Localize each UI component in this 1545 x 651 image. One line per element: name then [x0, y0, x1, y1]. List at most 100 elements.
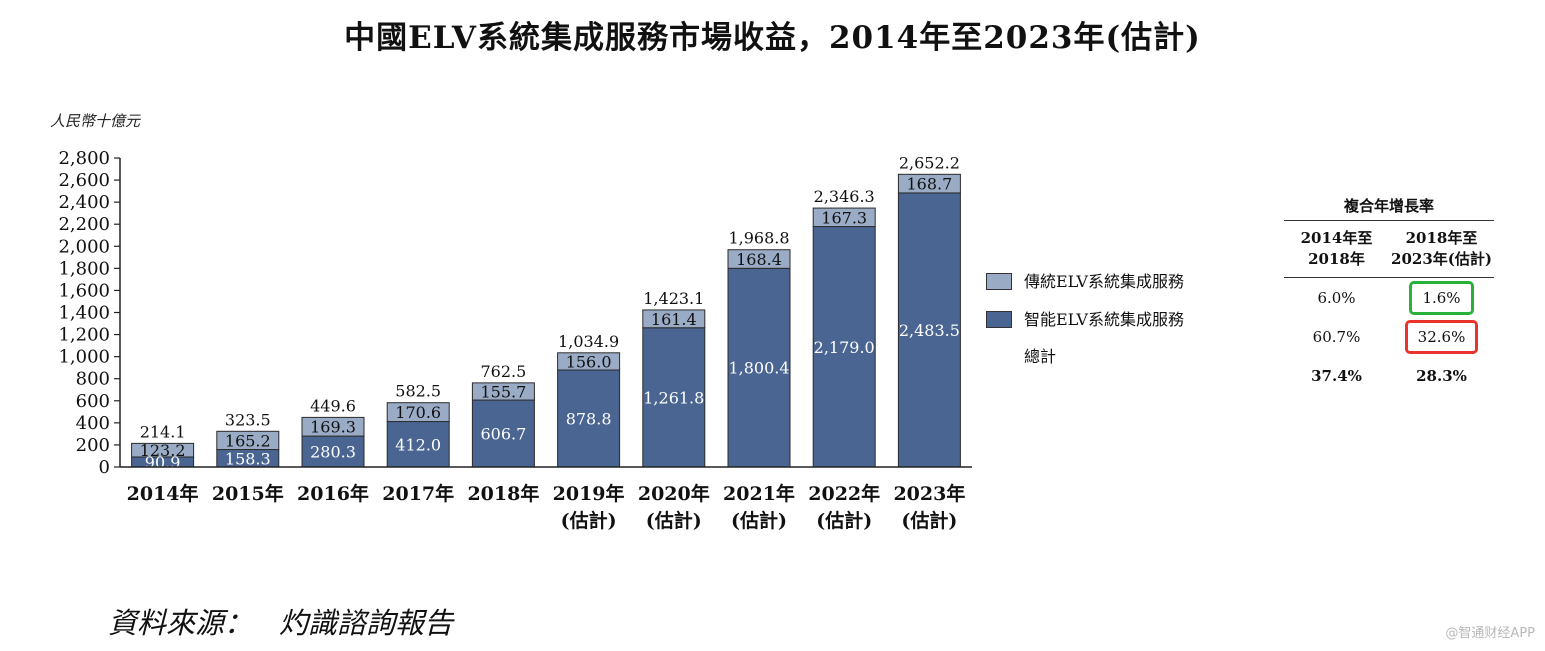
x-tick-label: 2018年 [467, 482, 539, 505]
data-label-traditional: 165.2 [225, 431, 271, 450]
x-tick-label-line: (估計) [901, 509, 957, 532]
data-label-smart: 1,261.8 [643, 388, 704, 407]
x-tick-label: 2020年 (估計) [638, 482, 710, 532]
data-label-traditional: 168.7 [906, 175, 952, 194]
data-label-total: 449.6 [310, 396, 356, 415]
data-label-smart: 1,800.4 [728, 359, 789, 378]
bar-smart [301, 435, 365, 468]
data-label-smart: 2,179.0 [814, 338, 875, 357]
y-tick-label: 0 [99, 457, 110, 478]
bar-traditional [812, 207, 876, 228]
x-tick-label-line: 2014年 [127, 482, 199, 505]
data-label-smart: 412.0 [395, 435, 441, 454]
cagr-highlight-red: 32.6% [1404, 319, 1479, 354]
data-label-total: 214.1 [140, 422, 186, 441]
y-tick-label: 2,800 [58, 148, 110, 169]
x-tick-label: 2016年 [297, 482, 369, 505]
y-tick-label: 200 [76, 435, 110, 456]
data-label-traditional: 123.2 [140, 441, 186, 460]
x-tick-label-line: 2020年 [638, 482, 710, 505]
cagr-cell: 37.4% [1311, 366, 1362, 385]
cagr-header-period-1: 2014年至 2018年 [1300, 229, 1373, 268]
bar-traditional [131, 442, 195, 458]
legend-swatch-traditional [986, 273, 1012, 290]
y-tick-label: 600 [76, 391, 110, 412]
cagr-row-smart: 60.7% 32.6% [1284, 317, 1494, 356]
y-axis: 02004006008001,0001,2001,4001,6001,8002,… [58, 148, 121, 478]
x-tick-label-line: 2021年 [723, 482, 795, 505]
legend-label-smart: 智能ELV系統集成服務 [1024, 310, 1184, 329]
y-tick-label: 2,400 [58, 192, 110, 213]
bar-traditional [897, 173, 961, 194]
data-labels: 90.9123.2214.1158.3165.2323.5280.3169.34… [140, 153, 960, 472]
x-tick-label-line: 2019年 [553, 482, 625, 505]
data-label-traditional: 169.3 [310, 418, 356, 437]
chart-title: 中國ELV系統集成服務市場收益，2014年至2023年(估計) [344, 20, 1201, 56]
x-tick-label: 2014年 [127, 482, 199, 505]
y-tick-label: 1,000 [58, 347, 110, 368]
x-tick-label: 2019年 (估計) [553, 482, 625, 532]
x-tick-label-line: 2022年 [808, 482, 880, 505]
data-label-total: 1,423.1 [643, 289, 704, 308]
data-label-total: 762.5 [480, 362, 526, 381]
bar-traditional [557, 352, 621, 371]
y-tick-label: 1,200 [58, 325, 110, 346]
y-tick-label: 1,800 [58, 258, 110, 279]
cagr-cell: 60.7% [1312, 327, 1361, 346]
x-tick-label-line: (估計) [561, 509, 617, 532]
bar-smart [642, 327, 706, 468]
cagr-cell: 6.0% [1317, 288, 1356, 307]
data-label-smart: 158.3 [225, 449, 271, 468]
data-label-traditional: 156.0 [566, 352, 612, 371]
x-tick-label-line: (估計) [731, 509, 787, 532]
cagr-row-total: 37.4% 28.3% [1284, 356, 1494, 395]
y-tick-label: 1,400 [58, 303, 110, 324]
watermark: @智通财经APP [1445, 626, 1535, 641]
cagr-header-period-2: 2018年至 2023年(估計) [1391, 229, 1492, 268]
data-label-traditional: 170.6 [395, 403, 441, 422]
y-tick-label: 2,000 [58, 236, 110, 257]
data-label-traditional: 155.7 [480, 382, 526, 401]
x-tick-label: 2021年 (估計) [723, 482, 795, 532]
data-label-traditional: 161.4 [651, 310, 697, 329]
x-tick-label: 2017年 [382, 482, 454, 505]
data-label-total: 1,968.8 [728, 229, 789, 248]
y-tick-label: 800 [76, 369, 110, 390]
data-label-smart: 280.3 [310, 443, 356, 462]
legend-swatch-smart [986, 311, 1012, 328]
cagr-cell-wrap: 32.6% [1389, 319, 1494, 354]
legend-label-traditional: 傳統ELV系統集成服務 [1024, 272, 1184, 291]
cagr-header-row: 2014年至 2018年 2018年至 2023年(估計) [1284, 221, 1494, 278]
y-tick-label: 2,200 [58, 214, 110, 235]
bar-traditional [471, 382, 535, 401]
bar-traditional [386, 402, 450, 423]
y-axis-unit-label: 人民幣十億元 [50, 112, 141, 130]
x-tick-label: 2023年 (估計) [893, 482, 965, 532]
bar-traditional [727, 249, 791, 269]
x-axis: 2014年 2015年 2016年 2017年 2018年 2019年 (估計) 2020年 (… [120, 466, 972, 532]
bar-chart: 02004006008001,0001,2001,4001,6001,8002,… [58, 148, 972, 532]
x-tick-label-line: 2018年 [467, 482, 539, 505]
x-tick-label: 2022年 (估計) [808, 482, 880, 532]
x-tick-label-line: (估計) [646, 509, 702, 532]
x-tick-label-line: 2017年 [382, 482, 454, 505]
bar-traditional [216, 430, 280, 451]
x-tick-label-line: (估計) [816, 509, 872, 532]
bar-smart [897, 192, 961, 468]
data-label-smart: 606.7 [480, 425, 526, 444]
bar-smart [727, 267, 791, 468]
cagr-table-title: 複合年增長率 [1284, 192, 1494, 221]
cagr-cell-wrap: 1.6% [1389, 280, 1494, 315]
bars [131, 173, 961, 468]
cagr-row-traditional: 6.0% 1.6% [1284, 278, 1494, 317]
data-label-traditional: 167.3 [821, 208, 867, 227]
cagr-table: 複合年增長率 2014年至 2018年 2018年至 2023年(估計) 6.0… [1284, 192, 1494, 395]
x-tick-label-line: 2015年 [212, 482, 284, 505]
data-label-traditional: 168.4 [736, 250, 782, 269]
source-label: 資料來源： [108, 606, 254, 640]
cagr-highlight-green: 1.6% [1409, 280, 1474, 315]
x-tick-label-line: 2016年 [297, 482, 369, 505]
y-tick-label: 400 [76, 413, 110, 434]
bar-smart [471, 399, 535, 468]
data-label-smart: 878.8 [566, 410, 612, 429]
